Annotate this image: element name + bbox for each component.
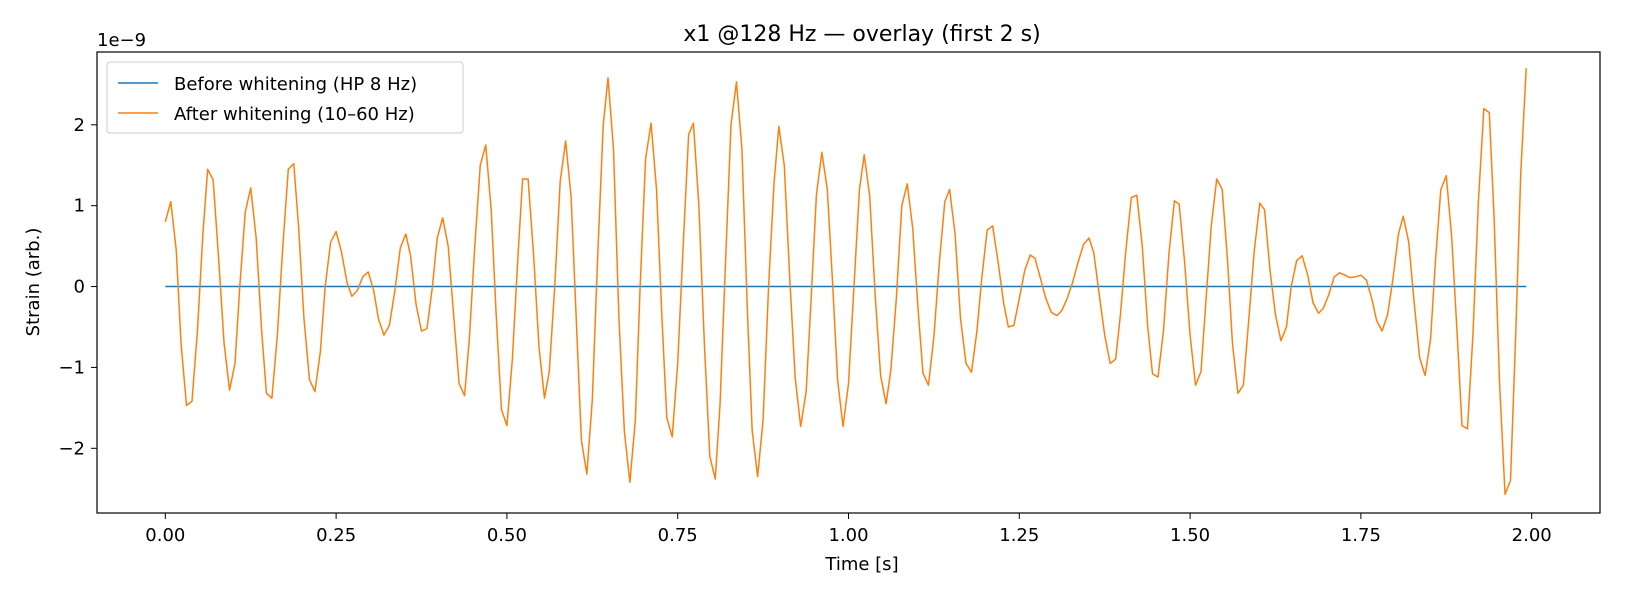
x-tick-label: 0.50 — [487, 525, 527, 546]
legend-label-after-whitening: After whitening (10–60 Hz) — [174, 104, 415, 125]
x-tick-label: 0.25 — [316, 525, 356, 546]
x-tick-label: 2.00 — [1512, 525, 1552, 546]
y-tick-label: 1 — [74, 196, 85, 217]
y-tick-label: −2 — [58, 438, 85, 459]
y-tick-label: 2 — [74, 115, 85, 136]
y-tick-label: −1 — [58, 357, 85, 378]
series-line-after-whitening — [164, 68, 1527, 496]
x-axis-label: Time [s] — [824, 554, 898, 575]
y-axis-ticks: −2 −1 0 1 2 — [58, 115, 97, 459]
y-offset-label: 1e−9 — [97, 30, 146, 51]
legend: Before whitening (HP 8 Hz) After whiteni… — [106, 61, 464, 134]
x-tick-label: 1.25 — [999, 525, 1039, 546]
y-axis-label: Strain (arb.) — [23, 228, 44, 337]
chart-title: x1 @128 Hz — overlay (first 2 s) — [683, 22, 1040, 47]
x-tick-label: 1.50 — [1170, 525, 1210, 546]
legend-label-before-whitening: Before whitening (HP 8 Hz) — [174, 74, 417, 95]
x-axis-ticks: 0.00 0.25 0.50 0.75 1.00 1.25 1.50 1.75 2.00 — [145, 513, 1552, 546]
legend-box — [106, 61, 464, 134]
y-tick-label: 0 — [74, 277, 85, 298]
series-layer — [164, 68, 1527, 496]
x-tick-label: 0.00 — [145, 525, 185, 546]
x-tick-label: 1.00 — [828, 525, 868, 546]
x-tick-label: 0.75 — [658, 525, 698, 546]
x-tick-label: 1.75 — [1341, 525, 1381, 546]
